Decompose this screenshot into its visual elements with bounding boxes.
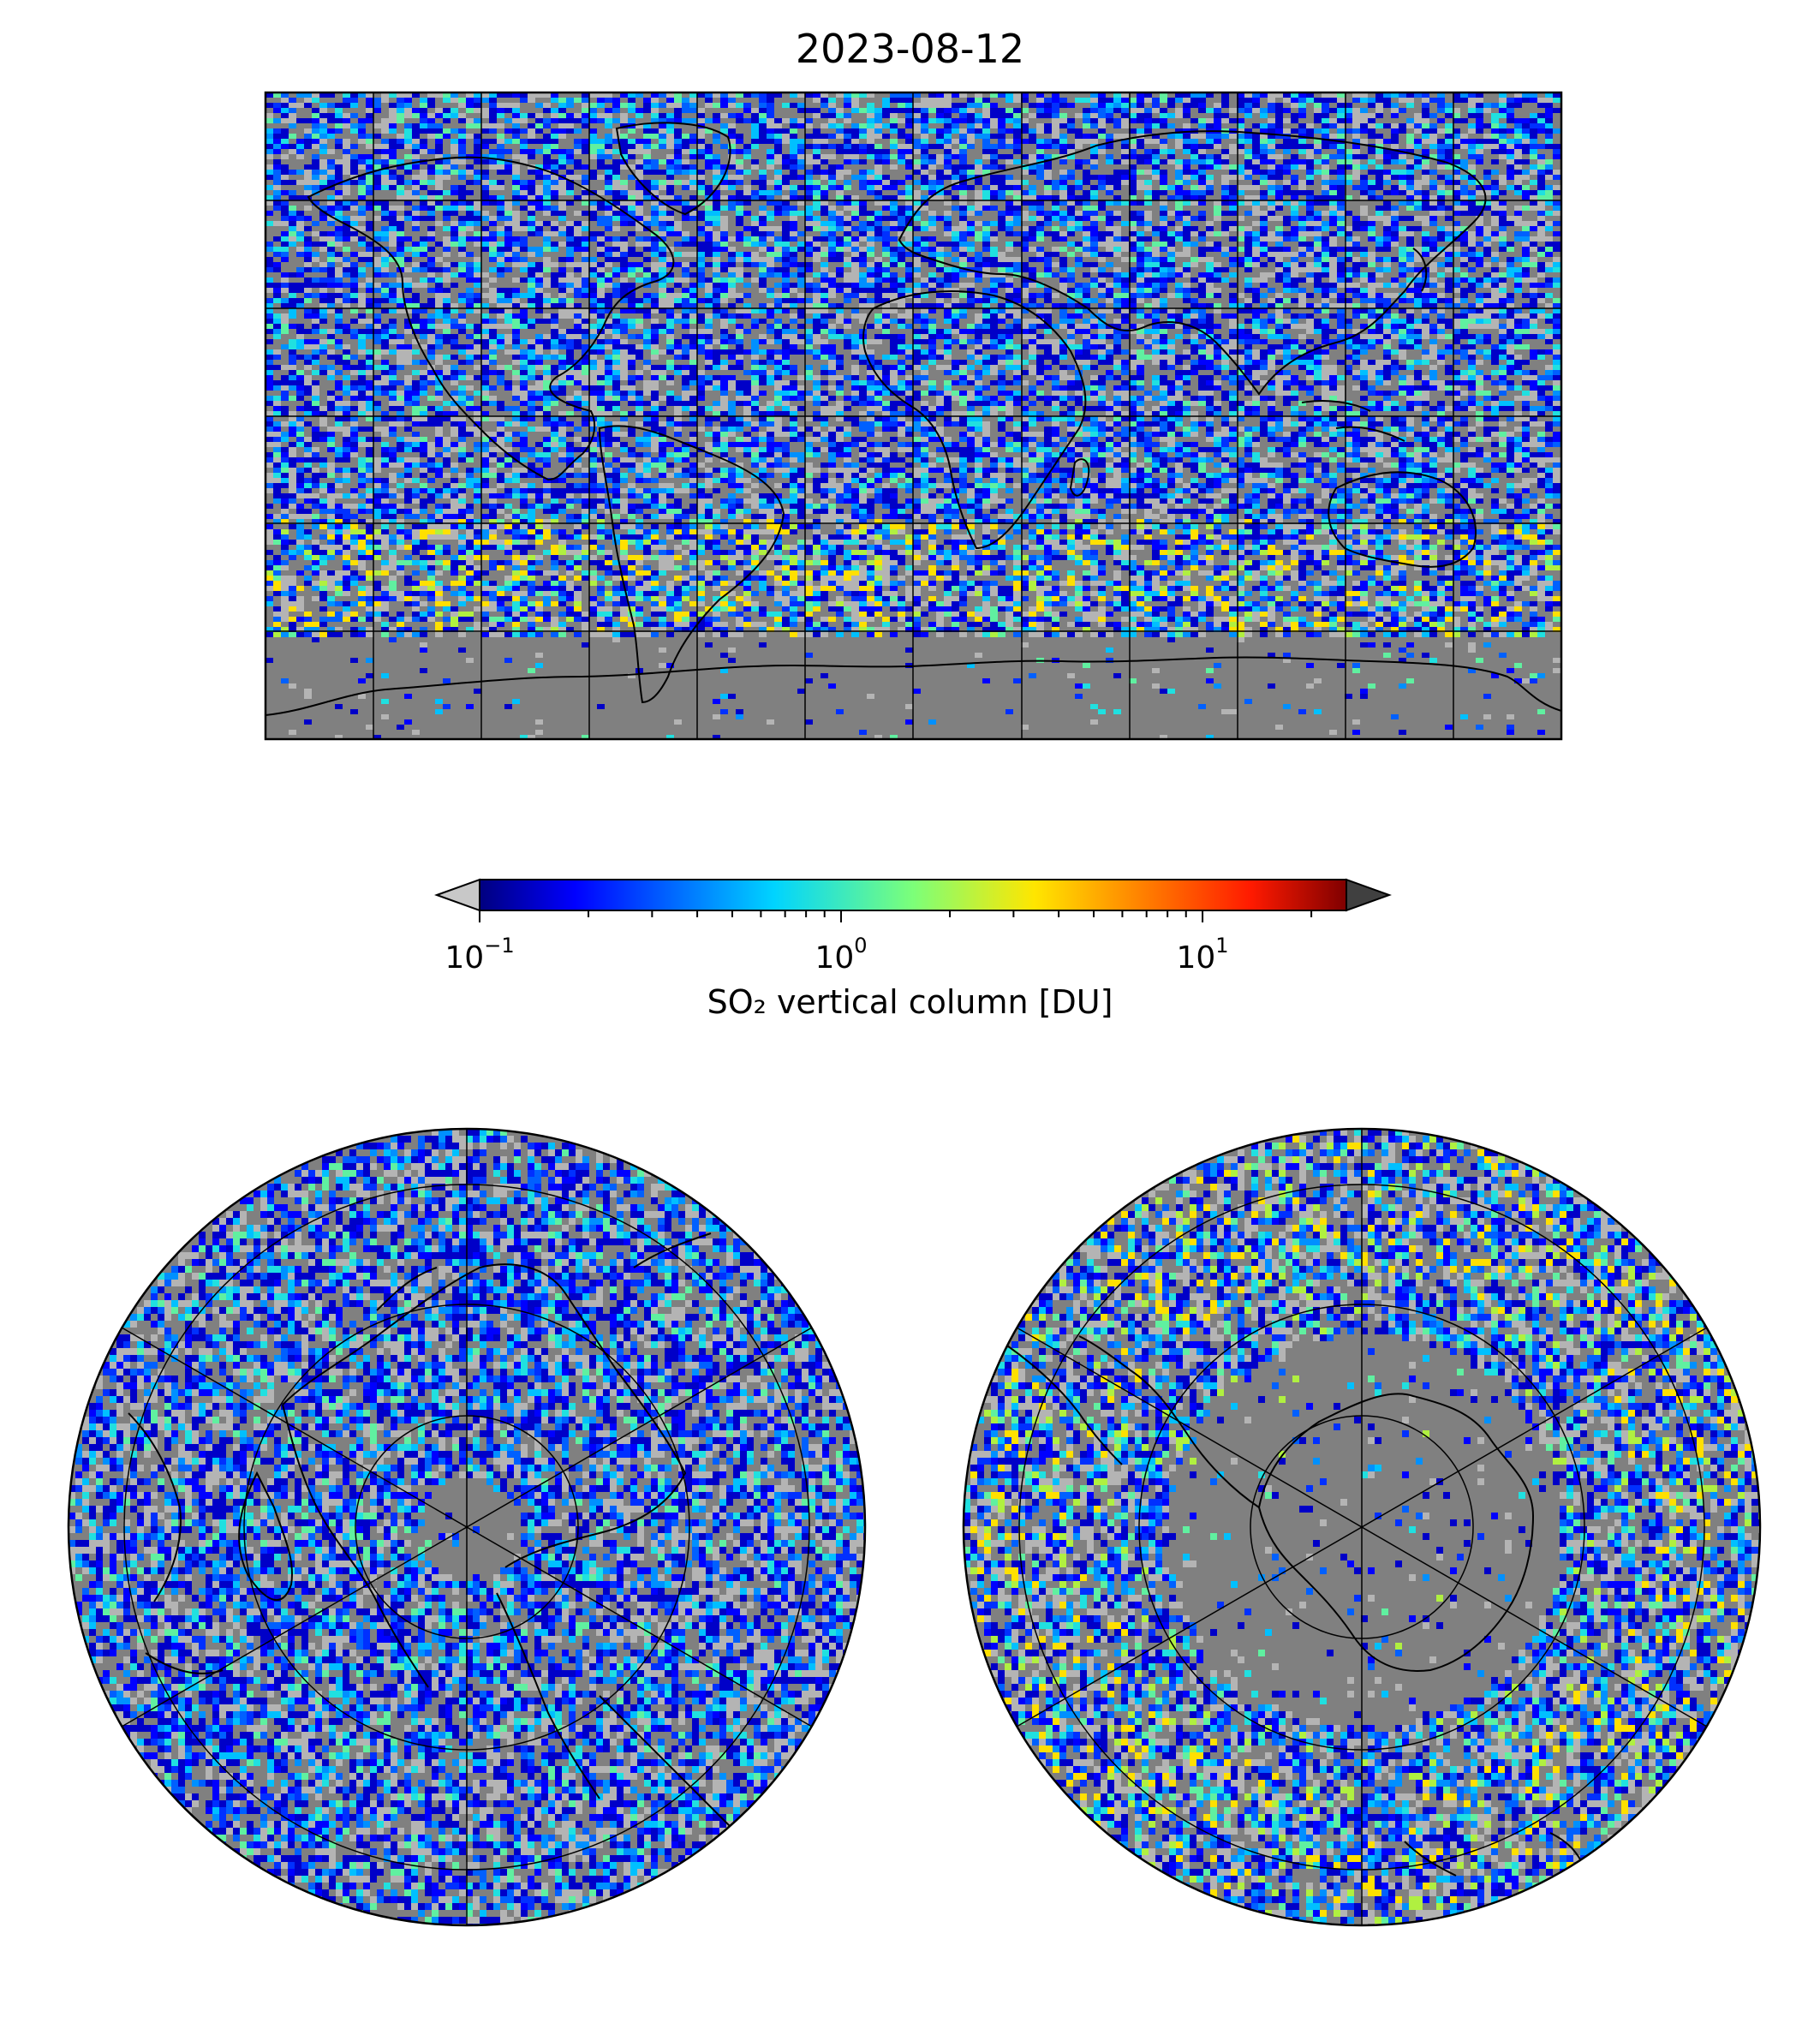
global-so2-pixels — [266, 92, 1561, 739]
colorbar-under-extension — [434, 878, 480, 912]
colorbar-label: SO₂ vertical column [DU] — [0, 983, 1820, 1021]
global-map-frame — [264, 91, 1563, 741]
global-coastlines — [266, 122, 1561, 716]
colorbar-gradient — [479, 879, 1347, 911]
colorbar-over-extension — [1346, 878, 1392, 912]
north-polar-map — [67, 1127, 867, 1927]
colorbar-tick-label-1: 100 — [815, 934, 867, 976]
global-gridlines — [266, 92, 1561, 739]
south-map-frame — [962, 1127, 1762, 1927]
figure-title: 2023-08-12 — [0, 26, 1820, 72]
north-map-frame — [67, 1127, 867, 1927]
global-map — [264, 91, 1563, 741]
north-so2-pixels — [69, 1129, 865, 1925]
colorbar-ticks — [479, 910, 1313, 922]
south-gridlines — [1016, 1129, 1708, 1925]
north-gridlines — [121, 1129, 813, 1925]
north-coastlines — [128, 1232, 746, 1842]
colorbar-tick-label-0: 10−1 — [445, 934, 514, 976]
colorbar — [434, 878, 1392, 922]
colorbar-tick-label-2: 101 — [1176, 934, 1228, 976]
south-polar-map — [962, 1127, 1762, 1927]
